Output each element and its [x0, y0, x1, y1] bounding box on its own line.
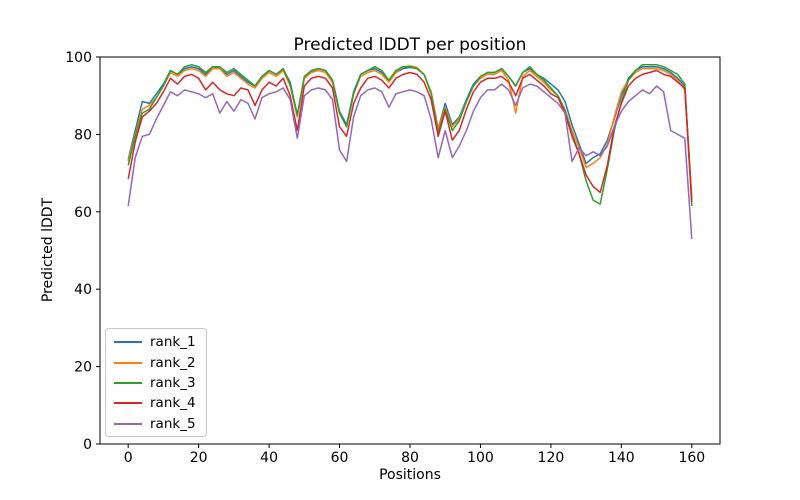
legend-swatch-rank_5: [114, 422, 142, 425]
legend-item-rank_4: rank_4: [114, 393, 206, 413]
legend-item-rank_2: rank_2: [114, 352, 206, 372]
legend-item-rank_5: rank_5: [114, 414, 206, 434]
x-tick-label: 80: [401, 450, 419, 466]
series-line-rank_1: [127, 65, 693, 201]
axes-frame: [99, 56, 721, 445]
x-tick-label: 160: [678, 450, 705, 466]
x-tick-label: 0: [124, 450, 133, 466]
legend-swatch-rank_3: [114, 381, 142, 384]
y-tick-label: 100: [65, 50, 92, 66]
y-tick-label: 0: [83, 437, 92, 453]
legend-label-rank_2: rank_2: [150, 354, 196, 371]
legend-swatch-rank_1: [114, 341, 142, 344]
legend-label-rank_4: rank_4: [150, 395, 196, 412]
legend-label-rank_1: rank_1: [150, 334, 196, 351]
x-tick-label: 140: [608, 450, 635, 466]
series-line-rank_3: [127, 63, 693, 207]
x-axis-label: Positions: [379, 467, 441, 483]
legend-swatch-rank_4: [114, 402, 142, 405]
y-tick-label: 80: [74, 127, 92, 143]
x-tick-label: 40: [260, 450, 278, 466]
legend: rank_1 rank_2 rank_3 rank_4 rank_5: [105, 328, 207, 437]
legend-label-rank_5: rank_5: [150, 415, 196, 432]
series-line-rank_2: [127, 65, 693, 197]
legend-swatch-rank_2: [114, 361, 142, 364]
x-tick-label: 20: [190, 450, 208, 466]
legend-item-rank_1: rank_1: [114, 332, 206, 352]
legend-item-rank_3: rank_3: [114, 373, 206, 393]
y-tick-label: 40: [74, 282, 92, 298]
y-tick-label: 20: [74, 360, 92, 376]
x-tick-label: 120: [538, 450, 565, 466]
x-tick-label: 60: [331, 450, 349, 466]
legend-label-rank_3: rank_3: [150, 374, 196, 391]
chart-title: Predicted lDDT per position: [293, 35, 527, 55]
series-line-rank_5: [127, 83, 693, 239]
x-tick-label: 100: [467, 450, 494, 466]
series-line-rank_4: [127, 69, 693, 203]
y-tick-label: 60: [74, 205, 92, 221]
